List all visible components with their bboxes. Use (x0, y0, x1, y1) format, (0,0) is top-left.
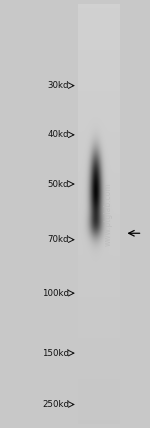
Text: 150kd: 150kd (42, 348, 69, 358)
Text: 30kd: 30kd (48, 81, 69, 90)
Text: 250kd: 250kd (42, 400, 69, 409)
Text: 100kd: 100kd (42, 288, 69, 298)
Text: 70kd: 70kd (48, 235, 69, 244)
Text: 50kd: 50kd (48, 179, 69, 189)
Text: 40kd: 40kd (48, 130, 69, 140)
Text: www.ptglab.com: www.ptglab.com (103, 182, 112, 246)
